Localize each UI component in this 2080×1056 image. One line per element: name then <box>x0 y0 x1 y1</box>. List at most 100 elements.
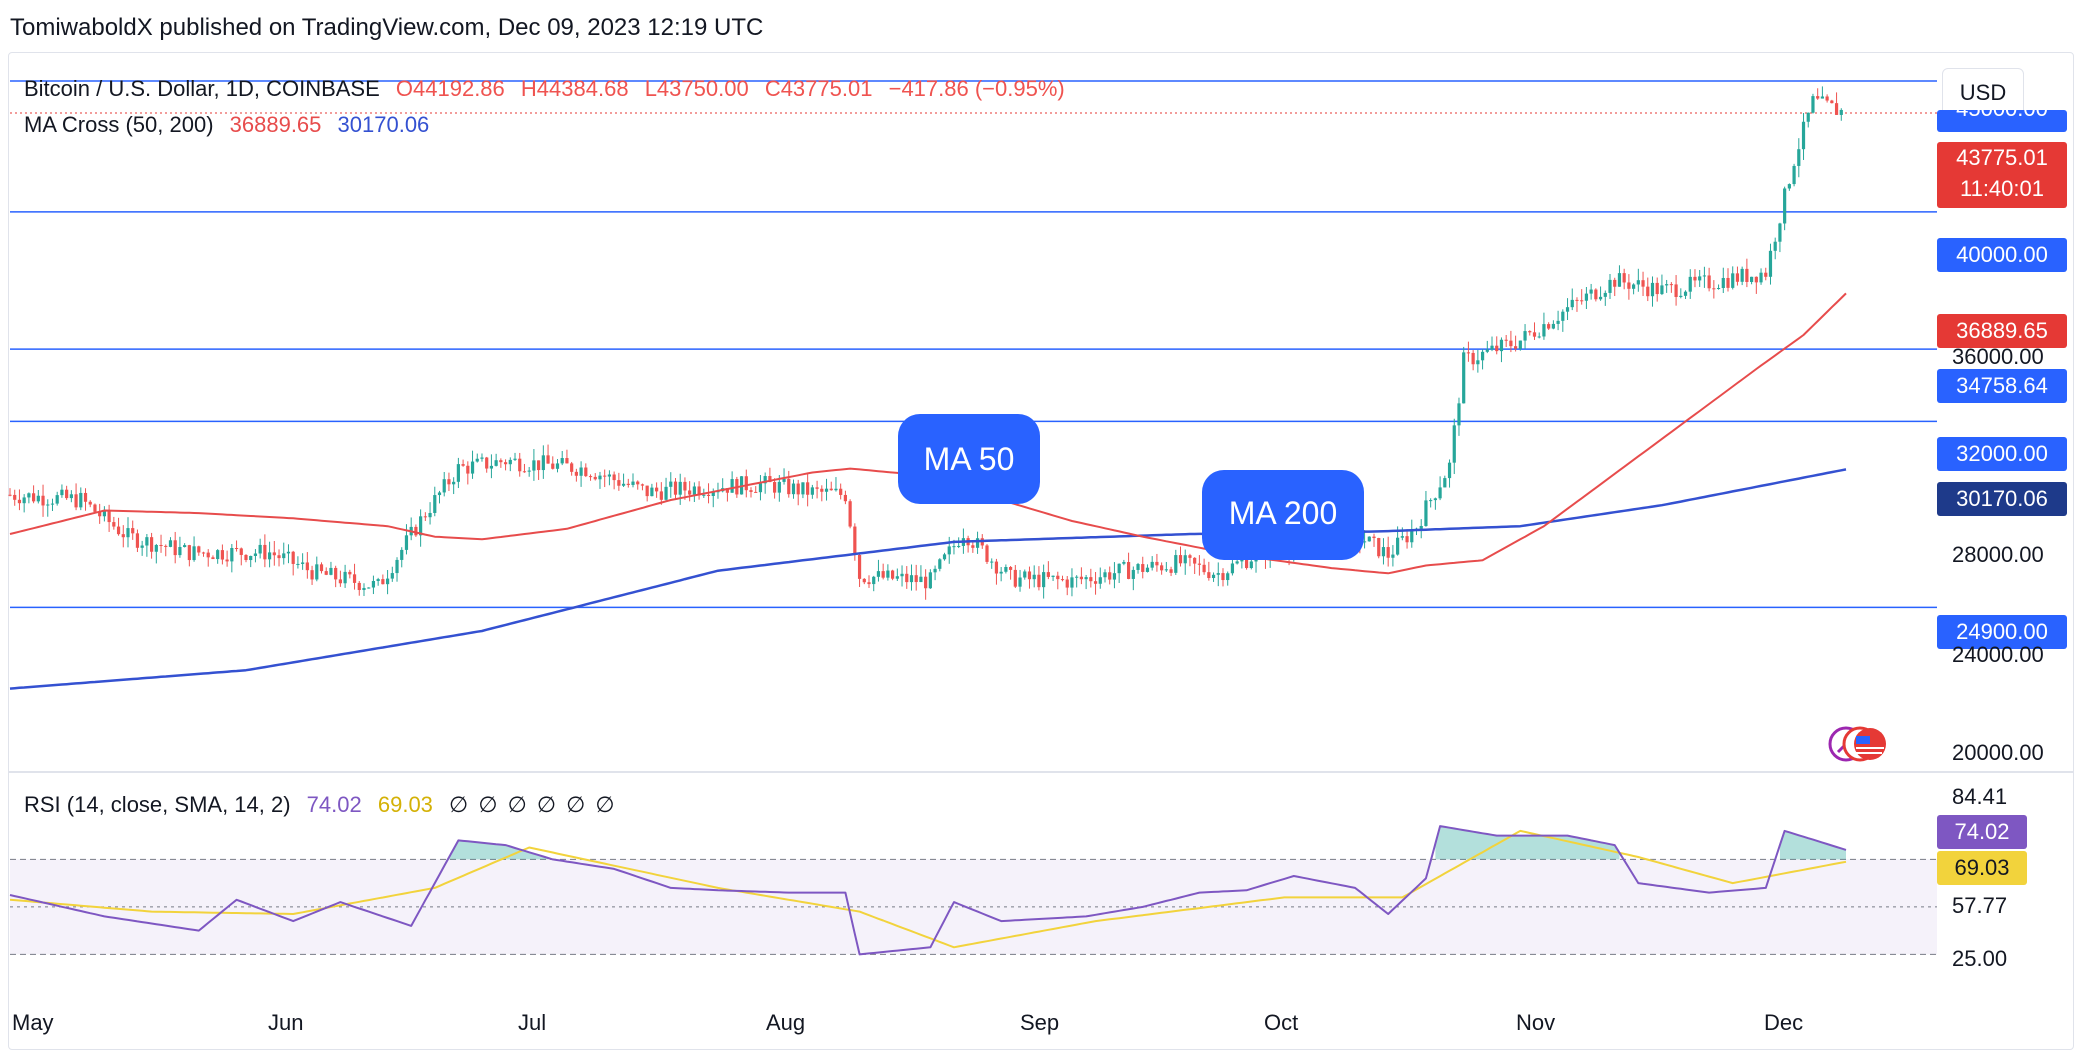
candle-up <box>475 458 479 462</box>
candle-down <box>234 548 239 550</box>
candle-down <box>447 479 451 485</box>
candle-up <box>664 486 668 500</box>
candle-down <box>1155 561 1159 566</box>
candle-up <box>791 483 796 495</box>
candle-down <box>1089 577 1093 582</box>
candle-up <box>442 479 446 493</box>
candle-up <box>1787 184 1791 189</box>
candle-up <box>1075 576 1079 578</box>
candle-up <box>178 547 182 556</box>
candle-down <box>1466 352 1471 354</box>
candle-up <box>79 492 83 508</box>
ma200-annotation[interactable]: MA 200 <box>1202 470 1364 560</box>
rsi-sma-tag: 69.03 <box>1937 851 2027 885</box>
candle-up <box>952 546 956 548</box>
candle-up <box>933 568 937 573</box>
candle-up <box>1410 530 1414 543</box>
candle-up <box>975 538 980 548</box>
candle-up <box>1023 571 1027 578</box>
ma-cross-label[interactable]: MA Cross (50, 200) <box>24 112 214 137</box>
candle-down <box>65 489 69 499</box>
candle-down <box>725 488 730 493</box>
candle-down <box>1528 331 1532 333</box>
candle-up <box>555 463 560 469</box>
candle-down <box>414 526 418 536</box>
candle-down <box>820 488 824 492</box>
candle-countdown: 11:40:01 <box>1959 176 2044 201</box>
price-legend: Bitcoin / U.S. Dollar, 1D, COINBASE O441… <box>24 76 1075 102</box>
symbol-label[interactable]: Bitcoin / U.S. Dollar, 1D, COINBASE <box>24 76 380 101</box>
candle-down <box>503 462 508 465</box>
candle-up <box>329 567 333 575</box>
candle-up <box>216 550 220 560</box>
candle-up <box>1716 288 1721 290</box>
candle-down <box>683 481 687 491</box>
candle-up <box>1584 293 1589 301</box>
candle-up <box>1679 295 1683 297</box>
candle-up <box>1598 296 1603 300</box>
candle-up <box>607 474 612 477</box>
candle-down <box>1693 276 1697 281</box>
candle-up <box>1051 575 1055 577</box>
candle-up <box>1683 291 1688 296</box>
candle-down <box>1193 557 1197 564</box>
candle-up <box>1480 351 1485 361</box>
currency-button[interactable]: USD <box>1942 68 2024 118</box>
candle-up <box>1688 276 1692 292</box>
candle-down <box>1504 339 1508 341</box>
candle-up <box>404 535 409 550</box>
candle-down <box>131 528 135 534</box>
candle-up <box>810 487 814 495</box>
candle-up <box>942 554 947 560</box>
candle-up <box>631 481 635 485</box>
candle-up <box>249 555 253 561</box>
current-price-tag: 43775.01 11:40:01 <box>1937 142 2067 208</box>
candle-up <box>55 495 59 504</box>
candle-down <box>905 573 909 583</box>
candle-up <box>362 587 366 591</box>
candle-up <box>1183 555 1187 564</box>
candle-down <box>31 493 36 502</box>
candle-down <box>1712 288 1716 290</box>
candle-up <box>437 492 442 496</box>
candle-down <box>17 499 22 504</box>
rsi-legend: RSI (14, close, SMA, 14, 2) 74.02 69.03 … <box>24 792 627 818</box>
candle-up <box>678 481 682 495</box>
candle-up <box>650 487 654 497</box>
candle-up <box>1518 340 1522 349</box>
economic-events-icon[interactable] <box>1826 724 1890 764</box>
candle-up <box>395 559 399 574</box>
candle-up <box>999 571 1003 574</box>
candle-up <box>22 497 26 504</box>
candle-up <box>1032 574 1036 580</box>
candle-down <box>1646 286 1650 297</box>
candle-up <box>452 481 456 485</box>
candle-down <box>1169 569 1173 573</box>
candle-up <box>102 509 106 517</box>
candle-up <box>301 562 305 564</box>
candle-down <box>201 552 206 554</box>
rsi-label[interactable]: RSI (14, close, SMA, 14, 2) <box>24 792 291 817</box>
candle-up <box>456 464 460 482</box>
change-value: −417.86 (−0.95%) <box>888 76 1065 101</box>
candle-down <box>1745 268 1749 282</box>
candle-up <box>1589 289 1593 294</box>
candle-up <box>1632 284 1636 289</box>
candle-up <box>895 576 899 579</box>
candle-up <box>1839 109 1843 115</box>
candle-up <box>1797 149 1801 166</box>
candle-up <box>400 549 404 560</box>
candle-up <box>1438 487 1442 499</box>
rsi-overbought-fill <box>448 840 549 860</box>
month-label-oct: Oct <box>1264 1010 1299 1035</box>
candle-down <box>626 483 630 485</box>
candle-down <box>994 561 999 574</box>
candle-up <box>1419 525 1423 529</box>
candle-up <box>69 494 73 499</box>
ma50-annotation[interactable]: MA 50 <box>898 414 1040 504</box>
candle-up <box>1235 561 1239 564</box>
candle-up <box>1362 541 1367 543</box>
candle-up <box>126 528 130 538</box>
candle-up <box>286 551 291 554</box>
